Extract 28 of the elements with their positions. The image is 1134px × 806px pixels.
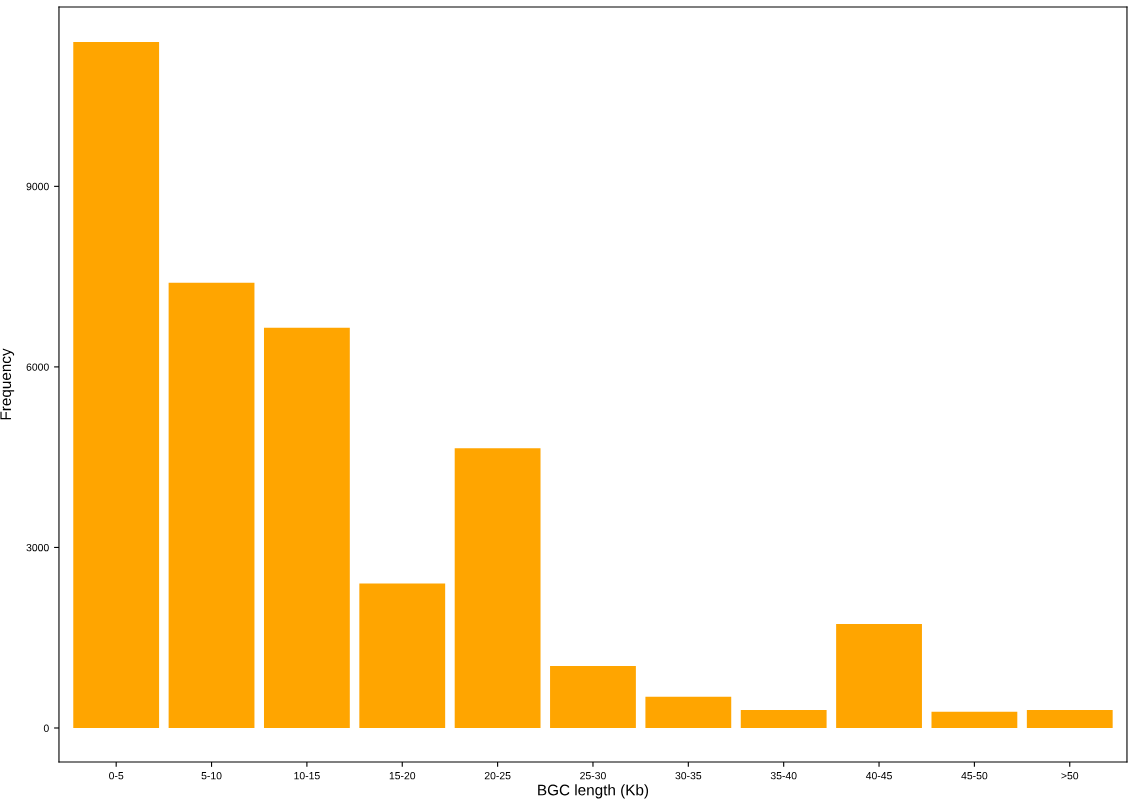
x-tick-label: 25-30 bbox=[580, 771, 606, 780]
x-tick-label: 0-5 bbox=[109, 771, 124, 780]
bar bbox=[454, 448, 541, 728]
x-tick-label: 40-45 bbox=[865, 771, 892, 780]
bar bbox=[931, 711, 1018, 728]
bar bbox=[359, 583, 446, 728]
y-tick-label: 6000 bbox=[26, 363, 49, 371]
x-tick-label: 35-40 bbox=[770, 771, 797, 780]
x-tick-label: 10-15 bbox=[294, 771, 320, 780]
bar bbox=[1026, 709, 1113, 728]
x-tick-label: 45-50 bbox=[961, 771, 988, 780]
x-axis-title: BGC length (Kb) bbox=[538, 784, 649, 799]
bar bbox=[263, 327, 350, 728]
y-tick-label: 0 bbox=[43, 724, 49, 732]
bar bbox=[740, 709, 827, 728]
bar bbox=[645, 696, 732, 728]
bar bbox=[550, 666, 636, 728]
y-tick-label: 3000 bbox=[26, 543, 49, 552]
bar bbox=[73, 41, 160, 728]
bar bbox=[168, 282, 255, 728]
bar bbox=[836, 623, 922, 728]
x-tick-label: 15-20 bbox=[389, 771, 416, 780]
y-axis-title: Frequency bbox=[0, 348, 15, 420]
x-tick-label: >50 bbox=[1061, 771, 1079, 780]
x-tick-label: 5-10 bbox=[201, 771, 222, 780]
y-tick-label: 9000 bbox=[26, 182, 49, 191]
x-tick-label: 30-35 bbox=[675, 771, 702, 780]
x-tick-label: 20-25 bbox=[484, 771, 511, 780]
